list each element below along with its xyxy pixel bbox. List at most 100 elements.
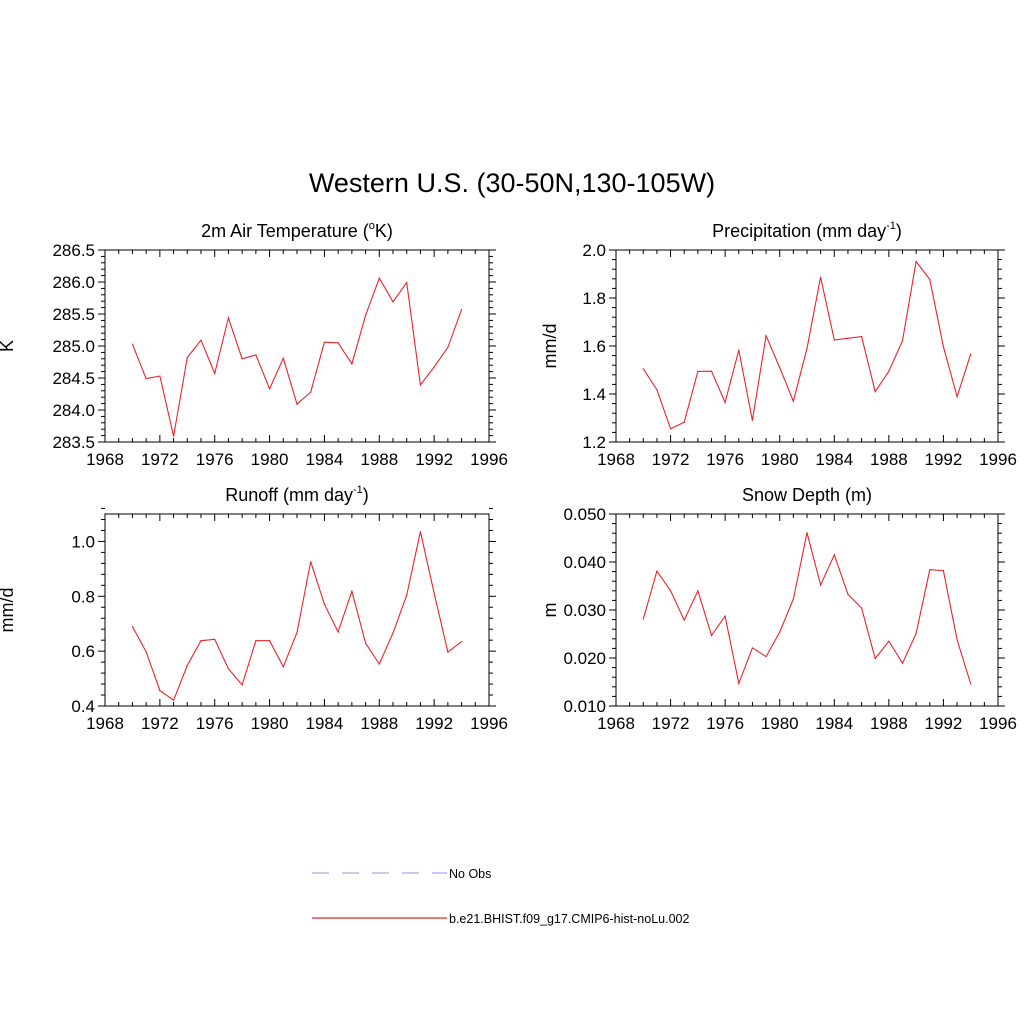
plot-frame bbox=[104, 249, 490, 443]
data-point bbox=[364, 314, 367, 316]
data-point bbox=[738, 682, 740, 685]
data-point bbox=[227, 317, 230, 319]
data-point bbox=[820, 584, 822, 586]
data-point bbox=[697, 370, 699, 373]
data-point bbox=[406, 282, 408, 284]
data-point bbox=[433, 592, 435, 594]
y-axis-label: mm/d bbox=[0, 588, 17, 633]
y-tick-label: 286.0 bbox=[52, 273, 95, 292]
data-point bbox=[901, 340, 904, 342]
x-tick-label: 1988 bbox=[360, 450, 398, 469]
data-point bbox=[669, 590, 672, 592]
legend-label: b.e21.BHIST.f09_g17.CMIP6-hist-noLu.002 bbox=[449, 912, 689, 926]
data-point bbox=[779, 631, 781, 633]
data-point bbox=[323, 603, 326, 605]
x-tick-label: 1992 bbox=[925, 450, 963, 469]
data-point bbox=[710, 634, 713, 637]
plot-frame bbox=[104, 513, 490, 707]
x-tick-label: 1996 bbox=[470, 714, 508, 733]
data-point bbox=[697, 590, 699, 592]
data-point bbox=[337, 631, 339, 633]
data-point bbox=[765, 655, 767, 658]
y-tick-label: 1.0 bbox=[71, 532, 95, 551]
data-point bbox=[296, 631, 298, 634]
data-point bbox=[296, 403, 298, 405]
x-tick-label: 1972 bbox=[141, 714, 179, 733]
series-line bbox=[642, 260, 972, 430]
data-point bbox=[378, 277, 380, 279]
x-tick-label: 1984 bbox=[815, 450, 853, 469]
y-tick-label: 285.5 bbox=[52, 305, 95, 324]
panel-1: 1968 1972 1976 1980 1984 1988 1992 1996 283.5 284… bbox=[0, 220, 508, 469]
data-point bbox=[159, 375, 161, 377]
data-point bbox=[833, 339, 835, 341]
data-point bbox=[970, 353, 972, 355]
data-point bbox=[433, 366, 435, 368]
x-tick-label: 1968 bbox=[86, 714, 124, 733]
y-tick-label: 284.5 bbox=[52, 369, 95, 388]
data-point bbox=[172, 435, 175, 437]
y-tick-label: 1.6 bbox=[582, 337, 606, 356]
data-point bbox=[241, 684, 243, 686]
data-point bbox=[282, 357, 284, 359]
data-point bbox=[214, 372, 216, 375]
data-point bbox=[970, 683, 972, 685]
data-point bbox=[159, 690, 161, 692]
y-tick-label: 2.0 bbox=[582, 241, 606, 260]
x-tick-label: 1968 bbox=[86, 450, 124, 469]
y-tick-label: 0.050 bbox=[563, 505, 606, 524]
data-point bbox=[392, 632, 394, 634]
data-point bbox=[860, 336, 863, 338]
data-point bbox=[172, 699, 175, 701]
y-tick-label: 1.2 bbox=[582, 433, 606, 452]
data-point bbox=[888, 370, 890, 372]
data-point bbox=[145, 378, 147, 380]
data-point bbox=[642, 368, 644, 370]
data-point bbox=[186, 664, 188, 667]
y-tick-label: 284.0 bbox=[52, 401, 95, 420]
data-point bbox=[406, 594, 408, 596]
data-point bbox=[915, 632, 917, 635]
data-point bbox=[860, 607, 863, 609]
x-tick-label: 1984 bbox=[815, 714, 853, 733]
data-point bbox=[323, 341, 326, 343]
legend-label: No Obs bbox=[449, 867, 491, 881]
data-point bbox=[724, 615, 726, 617]
page-title: Western U.S. (30-50N,130-105W) bbox=[308, 168, 716, 198]
x-tick-label: 1976 bbox=[706, 714, 744, 733]
data-point bbox=[901, 662, 904, 664]
x-tick-label: 1980 bbox=[761, 714, 799, 733]
y-tick-label: 0.010 bbox=[563, 697, 606, 716]
data-point bbox=[337, 342, 339, 344]
x-tick-label: 1984 bbox=[306, 450, 344, 469]
data-point bbox=[874, 391, 876, 393]
panel-title: 2m Air Temperature (oK) bbox=[201, 220, 393, 241]
y-tick-label: 283.5 bbox=[52, 433, 95, 452]
data-point bbox=[669, 428, 672, 430]
data-point bbox=[656, 570, 658, 572]
data-point bbox=[186, 356, 188, 359]
data-point bbox=[310, 391, 312, 393]
x-tick-label: 1976 bbox=[196, 450, 234, 469]
x-tick-label: 1988 bbox=[360, 714, 398, 733]
data-point bbox=[200, 640, 202, 642]
data-point bbox=[392, 301, 394, 303]
data-point bbox=[268, 388, 271, 390]
panel-title: Precipitation (mm day-1) bbox=[712, 220, 902, 241]
y-tick-label: 1.8 bbox=[582, 289, 606, 308]
x-tick-label: 1992 bbox=[415, 714, 453, 733]
data-point bbox=[738, 349, 740, 351]
series-line bbox=[642, 532, 972, 686]
x-tick-label: 1996 bbox=[979, 714, 1017, 733]
y-tick-label: 0.040 bbox=[563, 553, 606, 572]
data-point bbox=[227, 668, 230, 670]
y-tick-label: 0.8 bbox=[71, 587, 95, 606]
y-axis-label: K bbox=[0, 340, 17, 352]
x-tick-label: 1976 bbox=[706, 450, 744, 469]
data-point bbox=[956, 639, 958, 641]
data-point bbox=[419, 530, 422, 533]
panel-3: 1968 1972 1976 1980 1984 1988 1992 1996 0.4 0.6 0.… bbox=[0, 484, 508, 733]
data-point bbox=[460, 308, 463, 311]
